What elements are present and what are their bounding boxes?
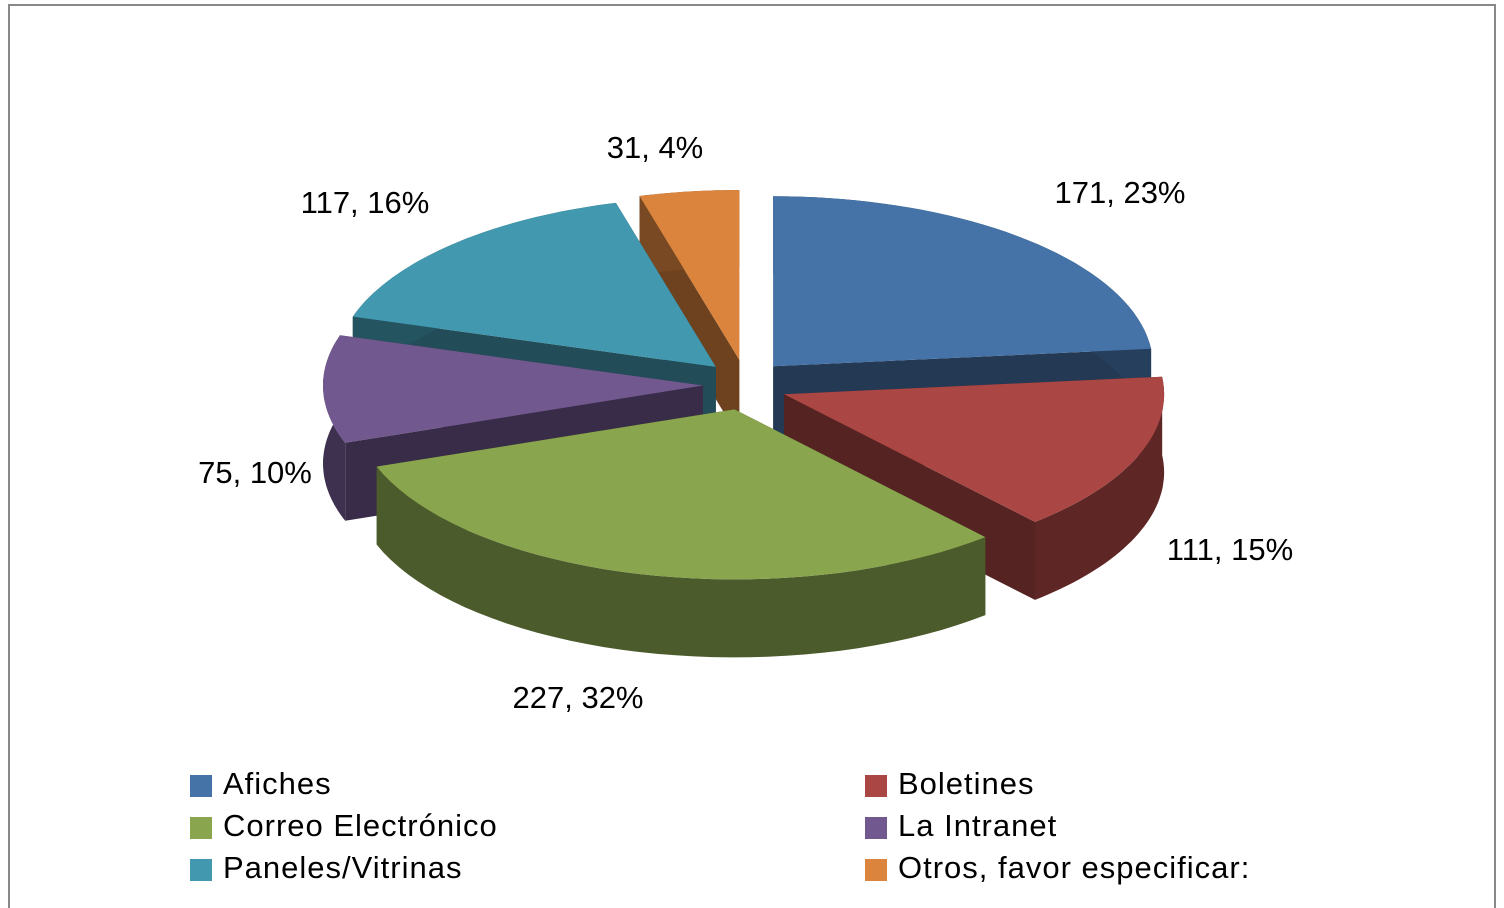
data-label: 111, 15% — [1167, 532, 1293, 567]
legend-label: Correo Electrónico — [223, 808, 498, 843]
legend-label: La Intranet — [898, 808, 1057, 843]
slice — [323, 335, 703, 443]
legend-label: Paneles/Vitrinas — [223, 850, 462, 885]
data-label: 31, 4% — [607, 130, 704, 165]
slice — [352, 202, 716, 367]
data-label: 171, 23% — [1055, 175, 1186, 210]
legend-swatch — [190, 775, 212, 797]
legend-label: Afiches — [223, 766, 332, 801]
data-label: 117, 16% — [301, 185, 430, 220]
legend-swatch — [865, 859, 887, 881]
legend-swatch — [190, 817, 212, 839]
data-label: 75, 10% — [198, 455, 312, 490]
data-label: 227, 32% — [513, 680, 644, 715]
slice — [784, 376, 1165, 522]
slice — [773, 196, 1152, 367]
legend-label: Otros, favor especificar: — [898, 850, 1250, 885]
legend-label: Boletines — [898, 766, 1035, 801]
slice-outer-side — [376, 466, 986, 658]
legend-swatch — [865, 775, 887, 797]
legend-swatch — [190, 859, 212, 881]
slice-outer-side — [1035, 376, 1165, 600]
slice — [639, 190, 740, 360]
legend-swatch — [865, 817, 887, 839]
slice — [376, 409, 986, 580]
